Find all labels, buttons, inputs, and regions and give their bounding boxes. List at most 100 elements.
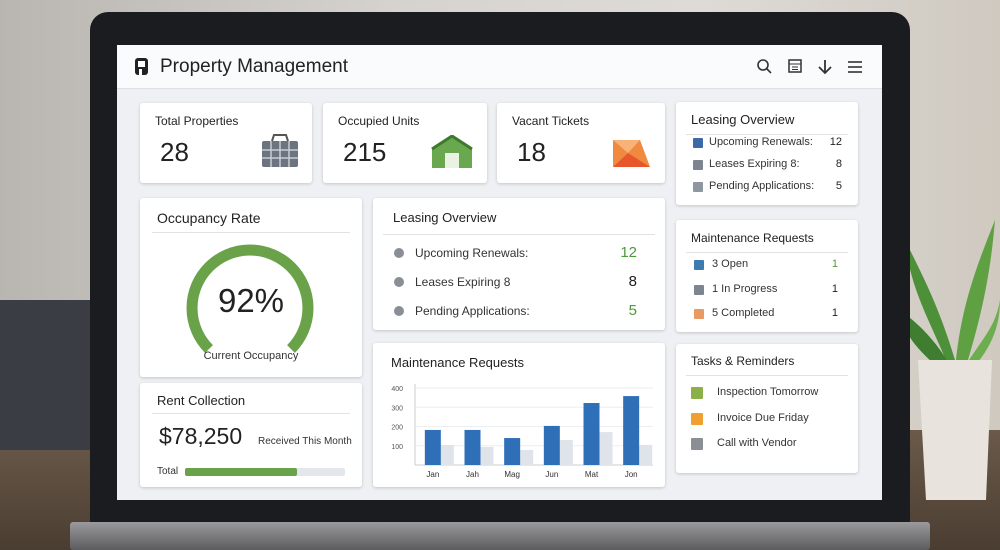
leasing-main-card: Leasing Overview Upcoming Renewals: 12 Leas… xyxy=(373,198,665,330)
list-icon xyxy=(693,182,703,192)
list-label: 1 In Progress xyxy=(712,283,778,296)
divider xyxy=(152,232,350,233)
list-label: Call with Vendor xyxy=(717,437,797,450)
chart: 100 200 300 400 Jan Jah Mag Jun Mat Jon xyxy=(391,384,653,479)
rent-note: Received This Month xyxy=(258,436,352,447)
list-value: 1 xyxy=(831,258,838,271)
occupancy-card: Occupancy Rate 92% Current Occupancy xyxy=(140,198,362,377)
app-title: Property Management xyxy=(160,56,348,77)
download-icon[interactable] xyxy=(818,60,832,75)
divider xyxy=(383,234,655,235)
list-label: Inspection Tomorrow xyxy=(717,386,819,399)
tasks-card: Tasks & Reminders Inspection Tomorrow Invo… xyxy=(676,344,858,473)
bar xyxy=(464,429,481,465)
list-value: 1 xyxy=(831,307,838,320)
occupancy-value: 92% xyxy=(217,282,285,319)
app-header xyxy=(117,45,882,89)
stat-card: Vacant Tickets 18 xyxy=(497,103,665,183)
card-title: Leasing Overview xyxy=(393,210,497,225)
x-tick-label: Mat xyxy=(585,470,599,479)
list-value: 12 xyxy=(620,243,637,261)
calendar-icon[interactable] xyxy=(788,59,802,73)
bar xyxy=(520,449,534,465)
total-label: Total xyxy=(157,466,179,477)
x-tick-label: Jun xyxy=(545,470,558,479)
list-value: 5 xyxy=(835,180,842,193)
x-tick-label: Jah xyxy=(466,470,479,479)
stat-value: 18 xyxy=(517,137,546,167)
list-icon xyxy=(394,277,404,287)
list-label: Leases Expiring 8 xyxy=(415,274,511,289)
list-icon xyxy=(694,285,704,295)
flag-icon xyxy=(613,140,650,167)
list-label: Pending Applications: xyxy=(415,303,530,318)
list-label: Invoice Due Friday xyxy=(717,412,809,425)
list-value: 1 xyxy=(831,283,838,296)
app-logo xyxy=(135,58,148,75)
stat-value: 215 xyxy=(343,137,387,167)
stat-label: Vacant Tickets xyxy=(512,114,590,128)
list-value: 5 xyxy=(628,301,637,319)
bar xyxy=(424,429,441,465)
list-value: 8 xyxy=(835,158,842,171)
rent-amount: $78,250 xyxy=(159,423,243,449)
gauge xyxy=(186,244,314,353)
progress-fill xyxy=(185,468,297,476)
maintenance-side-card: Maintenance Requests 3 Open 1 1 In Progress… xyxy=(676,220,858,332)
bar xyxy=(480,446,494,465)
card-title: Occupancy Rate xyxy=(157,210,261,226)
list-icon xyxy=(694,309,704,319)
list-value: 8 xyxy=(628,272,637,290)
list-icon xyxy=(394,306,404,316)
laptop-base xyxy=(70,522,930,550)
stat-card: Occupied Units 215 xyxy=(323,103,487,183)
list-label: 5 Completed xyxy=(712,307,775,320)
list-icon xyxy=(694,260,704,270)
search-icon[interactable] xyxy=(757,59,772,74)
bar xyxy=(623,396,640,465)
list-label: Pending Applications: xyxy=(709,180,815,193)
bar xyxy=(440,444,454,465)
bar xyxy=(543,425,560,465)
list-label: 3 Open xyxy=(712,258,749,271)
bar xyxy=(583,403,600,465)
bar xyxy=(559,439,573,465)
header-icons xyxy=(757,59,862,75)
card-title: Maintenance Requests xyxy=(691,231,814,245)
list-label: Leases Expiring 8: xyxy=(709,158,800,171)
x-tick-label: Mag xyxy=(504,470,520,479)
stat-label: Total Properties xyxy=(155,114,239,128)
list-icon xyxy=(691,413,703,425)
list-icon xyxy=(691,387,703,399)
leasing-side-card: Leasing Overview Upcoming Renewals: 12 Leas… xyxy=(676,102,858,205)
divider xyxy=(686,134,848,135)
divider xyxy=(152,413,350,414)
card-title: Rent Collection xyxy=(157,393,246,408)
y-tick-label: 400 xyxy=(391,386,403,393)
list-icon xyxy=(693,160,703,170)
bar xyxy=(639,444,653,465)
x-tick-label: Jon xyxy=(625,470,638,479)
list-label: Upcoming Renewals: xyxy=(709,136,813,149)
card-title: Leasing Overview xyxy=(691,112,795,127)
books xyxy=(0,300,95,450)
chart-title: Maintenance Requests xyxy=(391,355,524,370)
card-title: Tasks & Reminders xyxy=(691,354,795,368)
list-icon xyxy=(394,248,404,258)
bar xyxy=(599,432,613,465)
y-tick-label: 100 xyxy=(391,444,403,451)
rent-card: Rent Collection $78,250 Received This Mo… xyxy=(140,383,362,487)
stat-card: Total Properties 28 xyxy=(140,103,312,183)
house-icon xyxy=(431,135,473,168)
x-tick-label: Jan xyxy=(426,470,439,479)
plant xyxy=(900,220,1000,500)
occupancy-caption: Current Occupancy xyxy=(203,350,299,362)
divider xyxy=(686,375,848,376)
list-label: Upcoming Renewals: xyxy=(415,245,529,260)
y-tick-label: 200 xyxy=(391,425,403,432)
list-icon xyxy=(691,438,703,450)
list-value: 12 xyxy=(829,136,842,149)
stat-value: 28 xyxy=(160,137,189,167)
menu-icon[interactable] xyxy=(848,61,862,73)
